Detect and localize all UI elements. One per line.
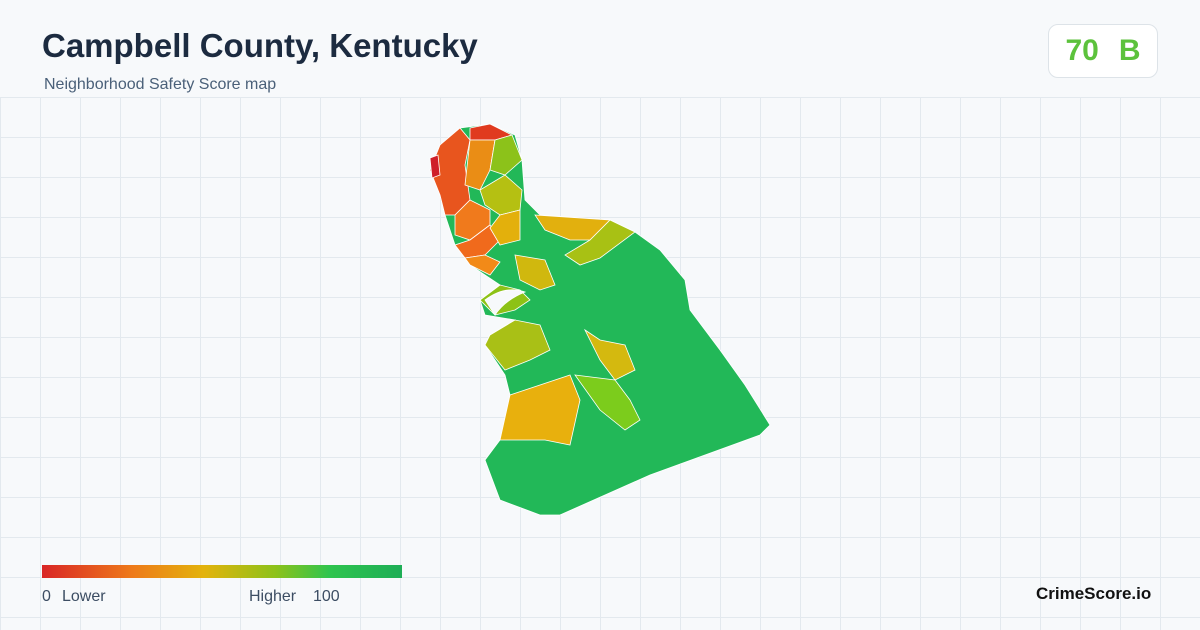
- region: [429, 154, 441, 179]
- region: [534, 214, 611, 241]
- score-grade: B: [1118, 34, 1141, 67]
- brand: CrimeScore.io: [1036, 584, 1152, 603]
- river-notch: [484, 289, 527, 316]
- region: [484, 319, 551, 371]
- region: [489, 209, 521, 246]
- legend-min: 0: [42, 588, 51, 605]
- region: [499, 374, 581, 446]
- legend-max-label: Higher: [249, 588, 297, 605]
- region: [464, 139, 496, 191]
- region: [489, 134, 523, 176]
- legend-gradient: [42, 565, 402, 578]
- score-badge: 70 B: [1048, 24, 1158, 78]
- region: [583, 328, 636, 381]
- region: [464, 254, 501, 276]
- legend-max: 100: [313, 588, 340, 605]
- title: Campbell County, Kentucky: [42, 27, 478, 64]
- region: [564, 219, 636, 266]
- region: [574, 374, 641, 431]
- subtitle: Neighborhood Safety Score map: [44, 76, 277, 93]
- region: [514, 254, 556, 291]
- legend-min-label: Lower: [62, 588, 106, 605]
- score-value: 70: [1065, 34, 1099, 67]
